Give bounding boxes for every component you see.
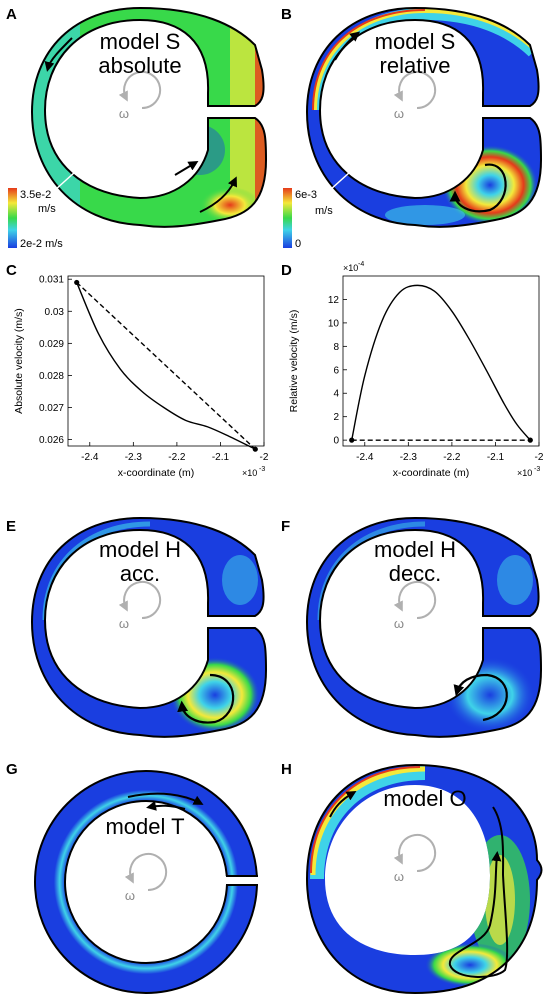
colorbar-max-label: 6e-3	[295, 189, 318, 201]
y-axis-label: Absolute velocity (m/s)	[13, 308, 25, 414]
colorbar-max-label: 3.5e-2	[20, 189, 52, 201]
absolute-velocity-chart: -2.4 -2.3 -2.2 -2.1 -2 0.026 0.027 0.028 0.029 0.…	[13, 275, 269, 479]
colorbar	[8, 188, 17, 248]
panel-title: model S relative	[374, 29, 456, 78]
panel-letter: G	[6, 761, 18, 778]
y-axis-exponent: -4	[358, 261, 364, 268]
model-o-heatmap: ω	[305, 763, 543, 995]
panel-letter: B	[281, 6, 292, 23]
y-tick-label: 0.028	[39, 371, 64, 382]
model-s-relative-heatmap: ω	[283, 6, 543, 248]
endpoint-marker	[527, 437, 533, 443]
panel-title: model T	[105, 814, 185, 839]
y-tick-label: 12	[328, 295, 340, 306]
x-tick-label: -2.3	[125, 452, 143, 463]
panel-g: G ω model T	[0, 755, 275, 999]
plot-frame	[342, 275, 540, 447]
solid-series-line	[76, 282, 256, 450]
y-axis-label: Relative velocity (m/s)	[288, 310, 300, 413]
x-tick-label: -2.2	[443, 452, 461, 463]
y-tick-label: 4	[333, 389, 339, 400]
panel-title: model S absolute	[98, 29, 182, 78]
panel-letter: C	[6, 262, 17, 279]
colorbar-max-unit: m/s	[315, 205, 333, 217]
model-h-acc-heatmap: ω	[30, 516, 268, 738]
panel-h: H ω model O	[275, 755, 550, 999]
panel-title: model H acc.	[99, 537, 181, 586]
x-axis-exponent: -3	[259, 466, 265, 473]
model-h-decc-heatmap: ω	[305, 516, 543, 738]
panel-c: C -2.4 -2.3 -2.2 -2.1 -2 0.026 0.027 0.028 0.029…	[0, 258, 275, 498]
y-tick-label: 0.031	[39, 275, 64, 286]
y-axis-multiplier: ×10	[343, 263, 358, 273]
y-tick-label: 6	[333, 365, 339, 376]
y-tick-label: 0	[333, 436, 339, 447]
x-tick-label: -2.1	[487, 452, 505, 463]
panel-letter: E	[6, 518, 17, 535]
omega-symbol: ω	[394, 616, 404, 631]
y-tick-label: 8	[333, 342, 339, 353]
plot-frame	[67, 275, 265, 447]
dashed-series-line	[76, 281, 256, 450]
x-tick-label: -2.2	[168, 452, 186, 463]
x-tick-label: -2.3	[400, 452, 418, 463]
x-axis-exponent: -3	[534, 466, 540, 473]
x-axis-label: x-coordinate (m)	[393, 467, 469, 479]
y-tick-label: 0.029	[39, 339, 64, 350]
model-t-heatmap: ω	[34, 770, 265, 994]
panel-title: model O	[383, 786, 467, 811]
x-axis-multiplier: ×10	[242, 468, 257, 478]
omega-symbol: ω	[119, 106, 129, 121]
panel-e: E ω model H acc.	[0, 508, 275, 748]
y-tick-label: 2	[333, 412, 339, 423]
solid-series-line	[351, 284, 531, 441]
x-tick-label: -2	[535, 452, 544, 463]
y-tick-label: 0.026	[39, 435, 64, 446]
panel-letter: A	[6, 6, 17, 23]
colorbar-min-label: 0	[295, 238, 302, 250]
omega-symbol: ω	[119, 616, 129, 631]
x-tick-label: -2.1	[212, 452, 230, 463]
y-tick-label: 0.027	[39, 403, 64, 414]
endpoint-marker	[252, 446, 258, 452]
omega-symbol: ω	[394, 869, 404, 884]
relative-velocity-chart: -2.4 -2.3 -2.2 -2.1 -2 0 2 4 6 8 10 12 x-coordinate …	[288, 261, 544, 479]
panel-a: A ω model S absolute 3.5e-2 m/s 2e-2 m/s	[0, 0, 275, 260]
x-tick-label: -2	[260, 452, 269, 463]
y-tick-label: 10	[328, 318, 340, 329]
x-tick-label: -2.4	[356, 452, 374, 463]
endpoint-marker	[349, 437, 355, 443]
colorbar-max-unit: m/s	[38, 203, 56, 215]
panel-f: F ω model H decc.	[275, 508, 550, 748]
panel-letter: F	[281, 518, 291, 535]
panel-b: B ω model S relative 6e-3 m/s 0	[275, 0, 550, 260]
colorbar-min-label: 2e-2 m/s	[20, 238, 63, 250]
endpoint-marker	[74, 279, 80, 286]
omega-symbol: ω	[394, 106, 404, 121]
x-axis-multiplier: ×10	[517, 468, 532, 478]
panel-d: D -2.4 -2.3 -2.2 -2.1 -2 0 2 4 6 8 10 12 x-coordinat…	[275, 258, 550, 498]
omega-symbol: ω	[125, 888, 135, 903]
x-tick-label: -2.4	[81, 452, 99, 463]
model-s-absolute-heatmap: ω	[8, 6, 268, 248]
y-tick-label: 0.03	[45, 307, 65, 318]
colorbar	[283, 188, 292, 248]
panel-title: model H decc.	[374, 537, 456, 586]
panel-letter: H	[281, 761, 292, 778]
x-axis-label: x-coordinate (m)	[118, 467, 194, 479]
panel-letter: D	[281, 262, 292, 279]
